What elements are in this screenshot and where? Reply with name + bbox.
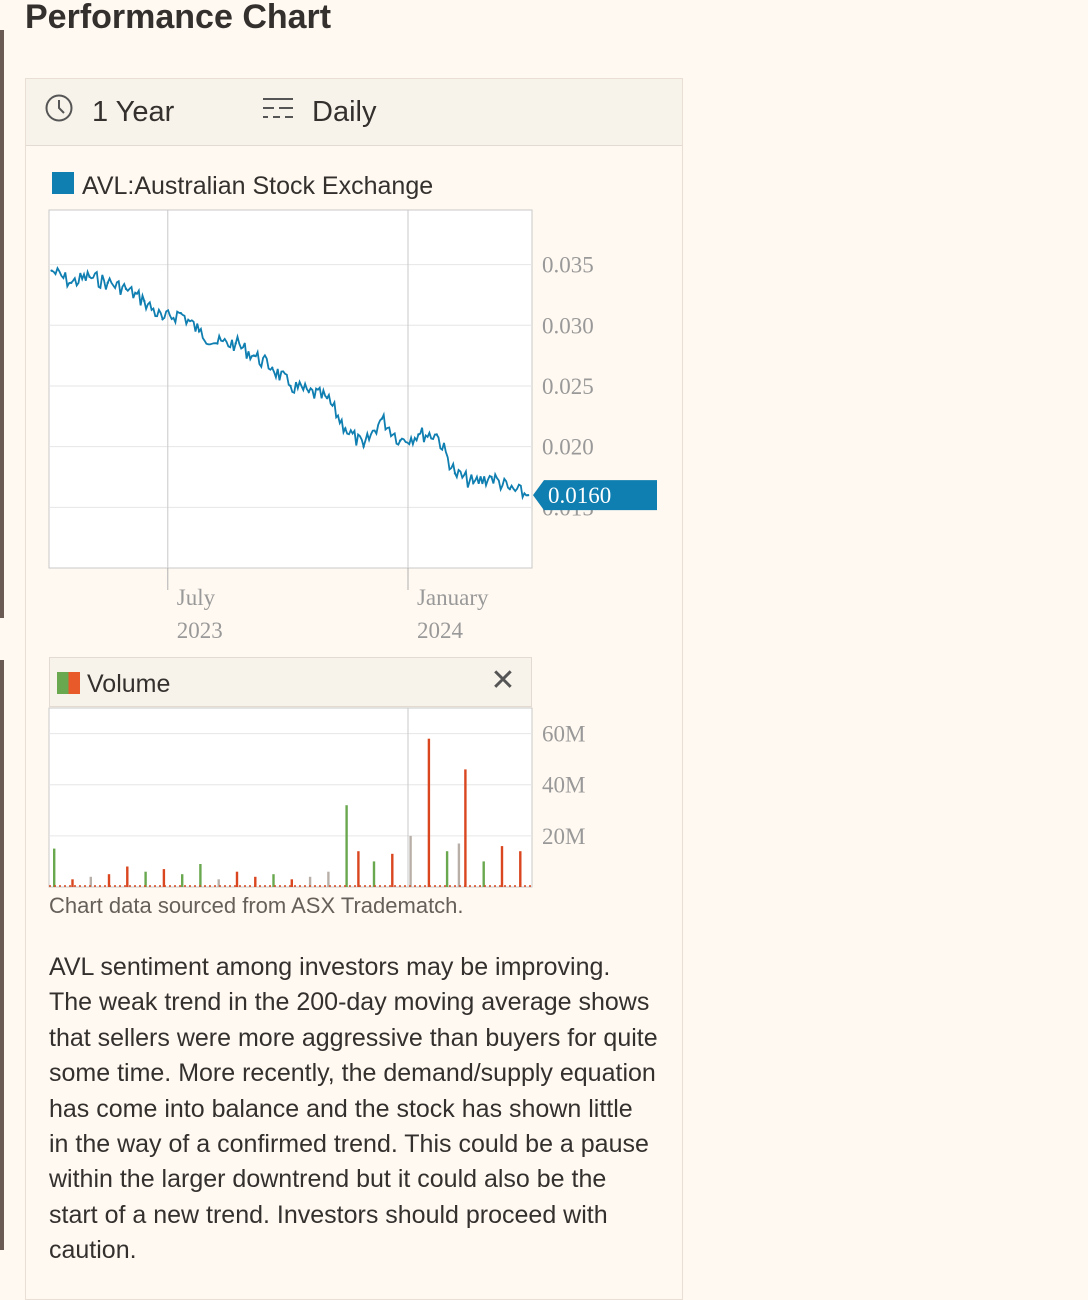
volume-bar: [345, 805, 348, 887]
price-data-point: [307, 390, 310, 394]
data-source-note: Chart data sourced from ASX Tradematch.: [49, 893, 464, 918]
period-selector[interactable]: 1 Year: [44, 79, 174, 145]
price-data-point: [289, 384, 292, 388]
volume-bar: [519, 851, 522, 887]
price-data-point: [271, 366, 274, 369]
price-legend: AVL:Australian Stock Exchange: [52, 171, 434, 201]
volume-bar: [272, 874, 275, 887]
volume-bar: [162, 869, 166, 887]
volume-label: Volume: [87, 670, 171, 698]
price-data-point: [161, 318, 164, 321]
price-data-point: [69, 281, 73, 285]
volume-bar: [217, 879, 220, 887]
price-data-point: [179, 311, 183, 315]
close-icon[interactable]: ✕: [490, 664, 516, 697]
price-data-point: [252, 354, 256, 357]
price-y-tick-label: 0.025: [542, 374, 594, 399]
price-data-point: [453, 472, 457, 475]
analysis-text: AVL sentiment among investors may be imp…: [49, 953, 658, 1265]
price-data-point: [124, 287, 128, 291]
volume-bar: [391, 853, 394, 887]
volume-legend-swatch: [57, 672, 80, 694]
volume-bar: [409, 835, 412, 887]
last-price-label: 0.0160: [548, 483, 611, 508]
price-data-point: [197, 330, 201, 333]
volume-bar: [445, 851, 449, 887]
price-data-point: [325, 396, 329, 400]
volume-bar: [53, 848, 56, 887]
volume-plot-area: [48, 707, 533, 888]
price-y-tick-label: 0.020: [542, 435, 594, 460]
volume-bar: [482, 861, 485, 887]
volume-panel-header: Volume ✕: [49, 657, 532, 707]
volume-bar: [107, 874, 111, 887]
volume-bar: [235, 871, 239, 887]
x-tick-year: 2023: [177, 618, 223, 643]
volume-bar: [181, 874, 184, 887]
volume-bar: [464, 769, 467, 887]
interval-selector[interactable]: Daily: [262, 79, 376, 145]
volume-bar: [144, 871, 147, 887]
price-data-point: [398, 439, 402, 442]
price-data-point: [234, 342, 237, 345]
price-data-point: [417, 433, 420, 436]
volume-y-tick-label: 40M: [542, 773, 585, 798]
volume-bar: [308, 876, 312, 887]
x-tick-month: July: [177, 585, 216, 610]
price-legend-swatch: [52, 171, 74, 194]
price-data-point: [380, 417, 384, 420]
volume-bar: [71, 879, 74, 887]
volume-y-tick-label: 20M: [542, 824, 585, 849]
chart-controls: 1 Year Daily: [26, 79, 682, 146]
price-data-point: [490, 475, 493, 479]
price-data-point: [362, 445, 365, 448]
price-data-point: [143, 299, 146, 303]
price-data-point: [50, 269, 53, 272]
price-data-point: [508, 487, 512, 491]
interval-lines-icon: [262, 95, 312, 129]
left-edge-bar: [0, 660, 4, 1250]
page-title: Performance Chart: [25, 0, 332, 36]
price-data-point: [472, 481, 475, 485]
price-data-point: [216, 342, 219, 345]
left-edge-bar: [0, 30, 4, 618]
volume-bar: [254, 876, 257, 887]
price-y-tick-label: 0.030: [542, 313, 594, 338]
price-data-point: [88, 275, 91, 278]
interval-label: Daily: [312, 95, 377, 128]
last-price-badge: [533, 480, 657, 511]
period-label: 1 Year: [92, 95, 175, 128]
price-legend-label: AVL:Australian Stock Exchange: [82, 172, 434, 200]
volume-bar: [327, 871, 330, 887]
price-chart[interactable]: 0.0350.0300.0250.0200.015July2023January…: [48, 209, 657, 643]
price-data-point: [435, 433, 438, 436]
volume-bar: [500, 846, 504, 887]
volume-bar: [126, 866, 129, 887]
volume-y-tick-label: 60M: [542, 722, 585, 747]
volume-bar: [290, 879, 293, 887]
price-y-tick-label: 0.035: [542, 253, 594, 278]
clock-icon: [44, 93, 92, 131]
x-tick-month: January: [417, 585, 489, 610]
x-tick-year: 2024: [417, 618, 464, 643]
volume-bar: [427, 738, 431, 887]
price-data-point: [106, 281, 109, 285]
volume-bar: [199, 864, 202, 887]
volume-bar: [372, 861, 376, 887]
price-data-point: [526, 493, 530, 497]
chart-canvas: 0.0350.0300.0250.0200.015July2023January…: [48, 209, 657, 888]
volume-bar: [457, 843, 461, 887]
volume-chart[interactable]: 60M 40M 20M: [48, 707, 585, 888]
volume-bar: [357, 851, 360, 887]
volume-bar: [89, 876, 92, 887]
price-data-point: [344, 427, 347, 430]
